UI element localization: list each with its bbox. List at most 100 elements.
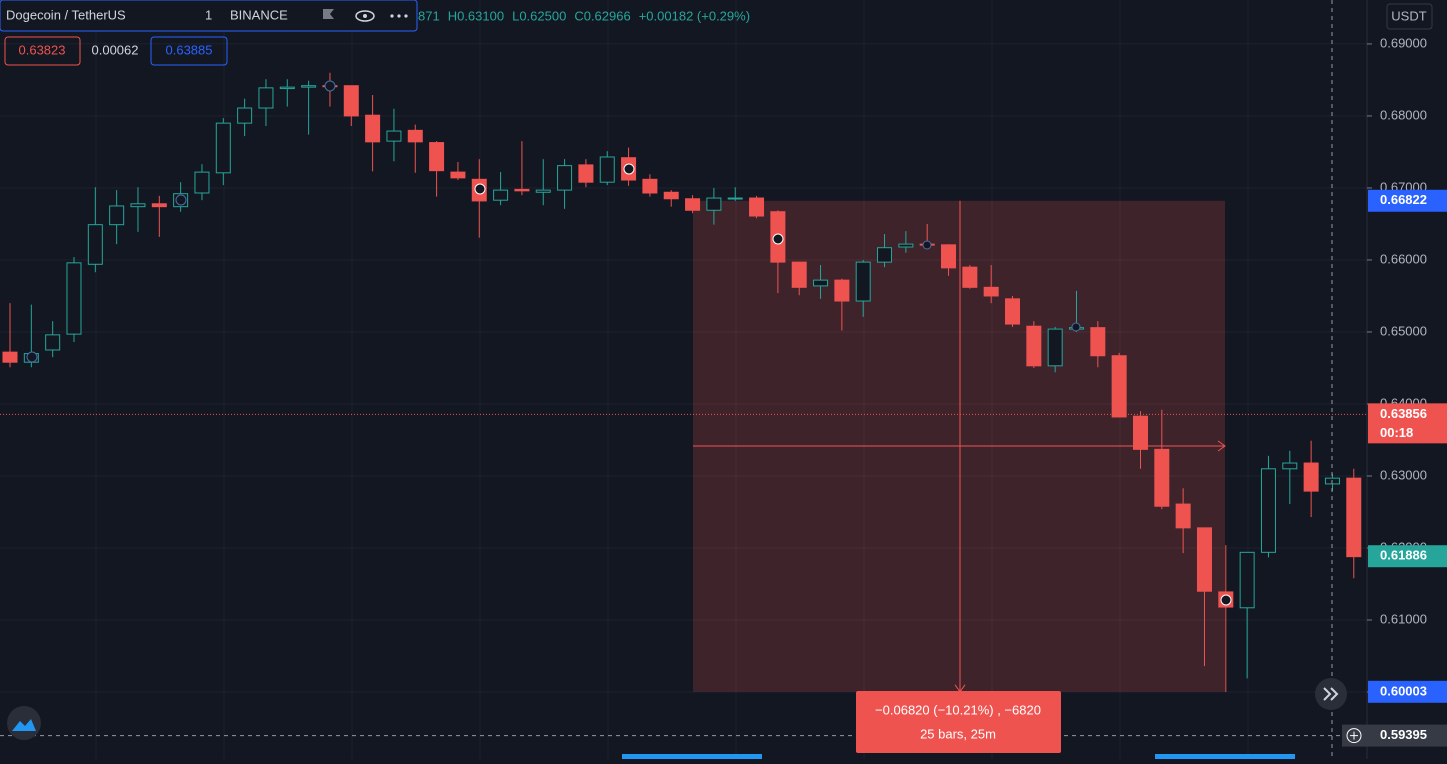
candle-body <box>855 261 871 302</box>
scroll-icon <box>1323 687 1339 701</box>
more-icon[interactable] <box>390 14 408 18</box>
candle-body <box>130 203 146 208</box>
currency-box[interactable] <box>1386 3 1433 30</box>
interval: 1 <box>205 7 212 22</box>
ohlc-value: C0.62966 <box>574 8 630 23</box>
candle-body <box>386 130 402 142</box>
candle-body <box>727 197 743 200</box>
buy-button[interactable] <box>150 36 228 66</box>
candle-body <box>877 247 893 263</box>
candle-body <box>962 266 978 288</box>
marker <box>1220 594 1232 606</box>
marker <box>175 194 187 206</box>
candle-body <box>237 107 253 124</box>
candle-body <box>642 178 658 194</box>
candle-body <box>279 86 295 90</box>
ohlc-value: H0.63100 <box>448 8 504 23</box>
y-tick-label: 0.68000 <box>1380 107 1427 122</box>
candle-body <box>1047 328 1063 367</box>
tooltip-line: −0.06820 (−10.21%) , −6820 <box>875 702 1041 717</box>
spread: 0.00062 <box>92 42 139 57</box>
y-tick-label: 0.66000 <box>1380 251 1427 266</box>
candle-body <box>578 164 594 183</box>
candle-body <box>450 171 466 179</box>
price-badge <box>1368 403 1447 444</box>
y-tick-label: 0.65000 <box>1380 323 1427 338</box>
candle-body <box>834 279 850 302</box>
price-badge <box>1368 189 1447 212</box>
x-range-highlight <box>622 754 762 759</box>
candle-body <box>749 197 765 217</box>
y-tick-label: 0.69000 <box>1380 35 1427 50</box>
overlay <box>0 200 1367 737</box>
candle-body <box>151 203 167 208</box>
tooltip-line: 25 bars, 25m <box>920 726 996 741</box>
marker <box>324 80 336 92</box>
marker <box>623 163 635 175</box>
candle-body <box>45 334 61 351</box>
candle-body <box>343 85 359 117</box>
candle-body <box>365 114 381 143</box>
price-badge-label: 0.63856 <box>1380 406 1427 421</box>
candle-body <box>557 165 573 191</box>
candle-body <box>1239 551 1255 609</box>
candle-body <box>1026 325 1042 367</box>
ohlc-value: +0.00182 (+0.29%) <box>639 8 750 23</box>
price-badge-label: 0.61886 <box>1380 548 1427 563</box>
candle-body <box>663 191 679 200</box>
currency: USDT <box>1391 8 1426 23</box>
marker <box>1071 322 1081 332</box>
marker <box>26 351 38 363</box>
candle-body <box>1346 477 1362 558</box>
candle-body <box>66 262 82 335</box>
candle-body <box>301 85 317 88</box>
marker <box>922 240 932 250</box>
ohlc-value: L0.62500 <box>512 8 566 23</box>
markers <box>26 80 1232 606</box>
candle-body <box>1090 327 1106 357</box>
candle-body <box>898 243 914 248</box>
measure-h-arrow <box>1217 440 1226 452</box>
candle-body <box>791 261 807 288</box>
candle-body <box>941 244 957 269</box>
price-badge-label: 0.60003 <box>1380 683 1427 698</box>
candle-body <box>1132 415 1148 450</box>
logo-mark <box>12 719 36 731</box>
price-badge <box>1342 724 1447 747</box>
candle-body <box>1260 468 1276 553</box>
candle-body <box>983 286 999 297</box>
axis-labels: 0.600000.610000.620000.630000.640000.650… <box>1342 35 1447 747</box>
countdown: 00:18 <box>1380 425 1413 440</box>
candle-body <box>599 156 615 183</box>
price-axis <box>1367 0 1447 759</box>
logo[interactable] <box>7 706 41 740</box>
exchange: BINANCE <box>230 7 288 22</box>
symbol-box[interactable] <box>0 0 418 32</box>
price-badge <box>1368 680 1447 703</box>
sell-button[interactable] <box>4 36 81 66</box>
eye-icon[interactable] <box>355 10 375 22</box>
y-tick-label: 0.61000 <box>1380 611 1427 626</box>
x-range-highlight <box>1155 754 1295 759</box>
price-badge <box>1368 545 1447 568</box>
candle-body <box>258 87 274 109</box>
candle-body <box>706 197 722 211</box>
candle-body <box>1154 448 1170 507</box>
sell-price: 0.63823 <box>19 42 66 57</box>
candle-body <box>215 122 231 174</box>
flag-icon[interactable] <box>323 9 334 19</box>
candle-body <box>407 129 423 143</box>
ohlc-value: 871 <box>418 8 440 23</box>
candle-body <box>1005 298 1021 325</box>
marker <box>474 183 486 195</box>
measure-tooltip: −0.06820 (−10.21%) , −6820 25 bars, 25m <box>856 691 1061 753</box>
candle-body <box>1111 355 1127 418</box>
candle-body <box>87 224 103 265</box>
candle-body <box>1282 462 1298 470</box>
candle-body <box>514 188 530 192</box>
price-badge-label: 0.59395 <box>1380 727 1427 742</box>
candle-body <box>1175 503 1191 529</box>
marker <box>772 233 784 245</box>
y-tick-label: 0.63000 <box>1380 467 1427 482</box>
